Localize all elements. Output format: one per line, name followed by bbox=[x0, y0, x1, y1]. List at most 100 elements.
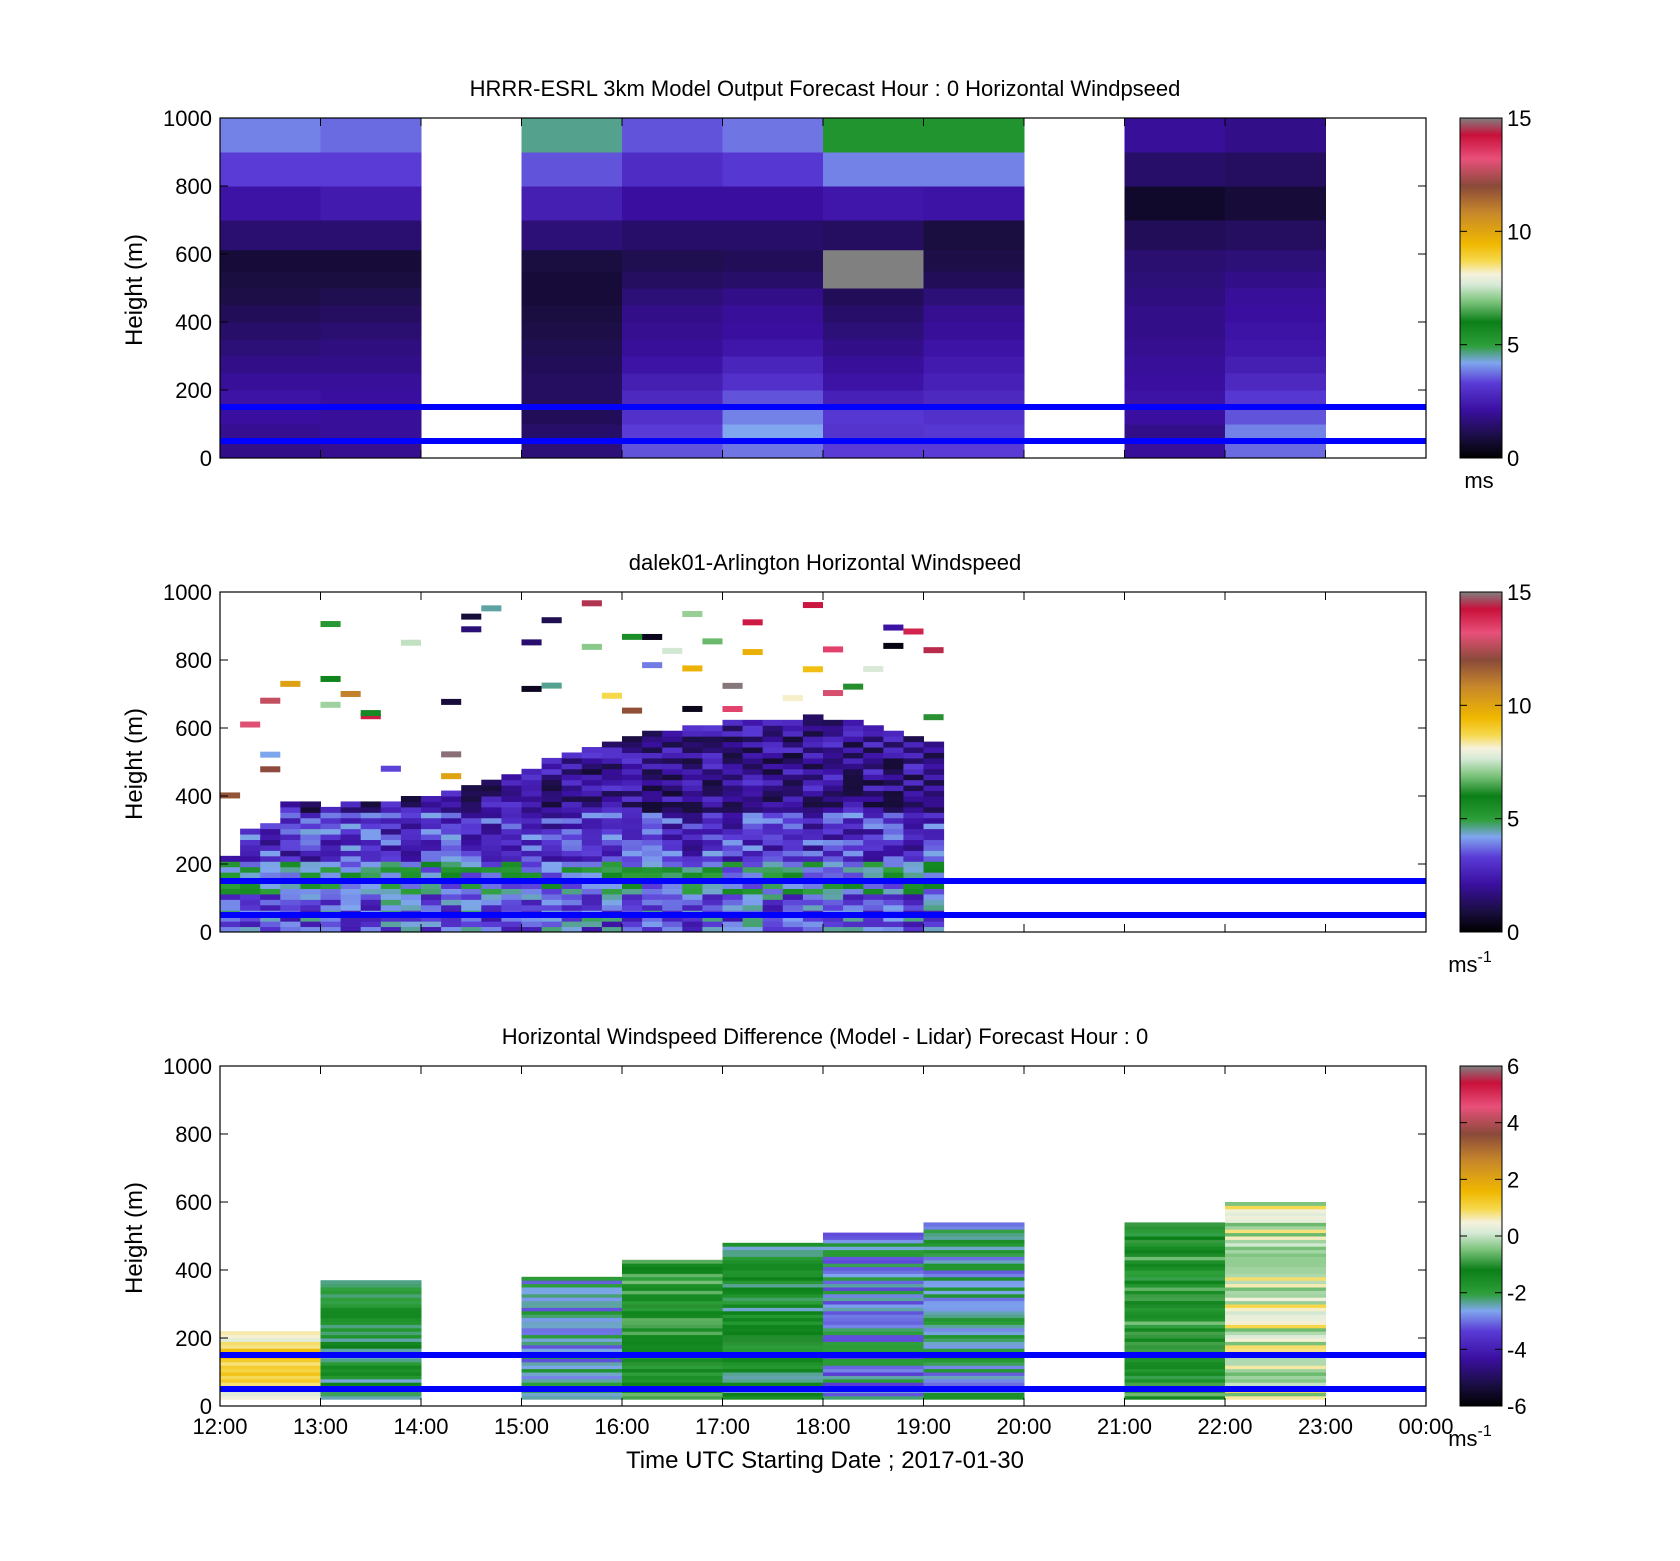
lidar-cell bbox=[662, 779, 683, 786]
difference-cell bbox=[521, 1361, 623, 1366]
lidar-cell bbox=[240, 839, 261, 846]
lidar-cell bbox=[421, 872, 442, 879]
lidar-cell bbox=[923, 839, 945, 846]
lidar-cell bbox=[662, 785, 683, 792]
lidar-cell bbox=[421, 796, 442, 802]
lidar-cell bbox=[883, 785, 904, 792]
model-cell bbox=[1225, 356, 1326, 374]
difference-cell bbox=[1124, 1256, 1226, 1261]
lidar-cell bbox=[722, 883, 744, 889]
lidar-cell bbox=[843, 774, 864, 781]
difference-colorbar-unit: ms-1 bbox=[1448, 1423, 1492, 1451]
lidar-cell bbox=[581, 883, 603, 889]
lidar-cell bbox=[360, 855, 382, 862]
lidar-cell bbox=[863, 921, 884, 928]
difference-cell bbox=[722, 1297, 824, 1302]
model-cell bbox=[622, 441, 723, 459]
lidar-cell bbox=[260, 888, 281, 895]
lidar-cell bbox=[622, 757, 643, 764]
lidar-cell bbox=[802, 861, 824, 868]
lidar-cell bbox=[481, 817, 502, 824]
lidar-cell bbox=[923, 921, 945, 928]
difference-cell bbox=[923, 1263, 1025, 1268]
model-cell bbox=[722, 339, 824, 357]
lidar-cell bbox=[682, 861, 703, 868]
lidar-cell bbox=[863, 926, 884, 933]
lidar-cell bbox=[541, 768, 563, 775]
lidar-cell bbox=[722, 768, 744, 775]
model-cell bbox=[823, 390, 924, 408]
difference-cell bbox=[1124, 1314, 1226, 1319]
lidar-cell bbox=[220, 861, 241, 868]
lidar-cell bbox=[802, 812, 824, 819]
difference-cell bbox=[1225, 1378, 1326, 1383]
lidar-cell bbox=[280, 893, 301, 900]
lidar-cell bbox=[340, 872, 362, 879]
lidar-cell bbox=[622, 844, 643, 851]
lidar-cell bbox=[340, 893, 362, 900]
lidar-cell bbox=[581, 904, 603, 911]
lidar-cell bbox=[622, 861, 643, 868]
colorbar-tick-label: 6 bbox=[1507, 1054, 1519, 1079]
model-cell bbox=[722, 249, 824, 272]
lidar-cell bbox=[481, 823, 502, 830]
lidar-cell bbox=[501, 774, 522, 781]
model-cell bbox=[521, 339, 623, 357]
lidar-cell bbox=[501, 828, 522, 835]
lidar-cell bbox=[863, 747, 884, 753]
difference-cell bbox=[622, 1300, 723, 1305]
difference-cell bbox=[1124, 1222, 1226, 1227]
lidar-cell bbox=[481, 872, 502, 879]
lidar-cell bbox=[722, 844, 744, 851]
lidar-cell bbox=[300, 904, 321, 911]
lidar-cell bbox=[380, 899, 402, 906]
lidar-sparse-cell bbox=[682, 610, 703, 617]
difference-cell bbox=[320, 1321, 422, 1325]
lidar-cell bbox=[823, 904, 844, 911]
lidar-cell bbox=[662, 866, 683, 873]
lidar-cell bbox=[561, 926, 583, 933]
lidar-cell bbox=[300, 812, 321, 819]
model-cell bbox=[521, 322, 623, 340]
lidar-cell bbox=[722, 893, 744, 900]
lidar-cell bbox=[280, 844, 301, 851]
y-tick-label: 0 bbox=[200, 446, 212, 471]
lidar-cell bbox=[260, 915, 281, 922]
lidar-cell bbox=[802, 730, 824, 737]
lidar-sparse-cell bbox=[601, 692, 622, 699]
lidar-cell bbox=[541, 790, 563, 797]
lidar-cell bbox=[622, 828, 643, 835]
lidar-cell bbox=[441, 790, 462, 797]
lidar-cell bbox=[823, 796, 844, 802]
y-tick-label: 400 bbox=[175, 784, 212, 809]
model-cell bbox=[1225, 390, 1326, 408]
lidar-cell bbox=[581, 899, 603, 906]
model-cell bbox=[521, 152, 623, 187]
lidar-cell bbox=[521, 844, 543, 851]
difference-cell bbox=[521, 1375, 623, 1380]
lidar-sparse-cell bbox=[461, 626, 482, 633]
lidar-sparse-cell bbox=[823, 646, 844, 653]
model-cell bbox=[923, 390, 1025, 408]
model-cell bbox=[1225, 424, 1326, 442]
difference-cell bbox=[1225, 1341, 1326, 1346]
lidar-cell bbox=[320, 893, 342, 900]
lidar-cell bbox=[380, 888, 402, 895]
lidar-cell bbox=[360, 883, 382, 889]
model-cell bbox=[1124, 118, 1226, 153]
lidar-cell bbox=[380, 844, 402, 851]
lidar-cell bbox=[662, 730, 683, 737]
difference-cell bbox=[823, 1382, 924, 1387]
lidar-cell bbox=[903, 872, 924, 879]
lidar-cell bbox=[240, 861, 261, 868]
lidar-sparse-cell bbox=[541, 617, 562, 624]
lidar-cell bbox=[642, 899, 663, 906]
lidar-cell bbox=[843, 725, 864, 732]
x-tick-label: 19:00 bbox=[896, 1414, 951, 1439]
lidar-cell bbox=[481, 861, 502, 868]
model-cell bbox=[521, 373, 623, 391]
difference-cell bbox=[1124, 1392, 1226, 1397]
difference-cell bbox=[622, 1287, 723, 1291]
x-tick-label: 18:00 bbox=[795, 1414, 850, 1439]
lidar-sparse-cell bbox=[903, 628, 924, 635]
